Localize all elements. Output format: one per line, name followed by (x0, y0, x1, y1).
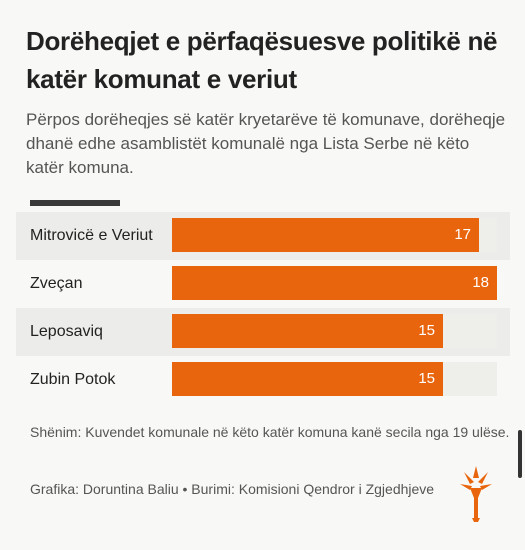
chart-credit: Grafika: Doruntina Baliu • Burimi: Komis… (30, 481, 435, 497)
title-rule (30, 200, 120, 206)
category-label: Zubin Potok (30, 371, 116, 388)
bar-row: Zubin Potok 15 (16, 356, 510, 404)
chart-note: Shënim: Kuvendet komunale në këto katër … (30, 424, 510, 440)
bar-value-label: 17 (454, 226, 471, 243)
bar-row: Leposaviq 15 (16, 308, 510, 356)
bar-chart: Mitrovicë e Veriut 17 Zveçan 18 Leposaviq 15 Z… (16, 212, 510, 412)
bar-row: Mitrovicë e Veriut 17 (16, 212, 510, 260)
category-label: Zveçan (30, 275, 83, 292)
chart-subtitle: Përpos dorëheqjes së katër kryetarëve të… (26, 110, 506, 177)
bar-value-label: 15 (418, 370, 435, 387)
scrollbar[interactable] (518, 430, 522, 478)
bar-track: 15 (172, 314, 497, 348)
bar (172, 362, 443, 396)
category-label: Leposaviq (30, 323, 103, 340)
chart-card: Dorëheqjet e përfaqësuesve politikë në k… (16, 12, 510, 542)
bar-value-label: 18 (472, 274, 489, 291)
chart-title: Dorëheqjet e përfaqësuesve politikë në k… (26, 26, 498, 94)
bar (172, 266, 497, 300)
rferl-torch-logo-icon (460, 466, 492, 522)
bar-value-label: 15 (418, 322, 435, 339)
category-label: Mitrovicë e Veriut (30, 227, 153, 244)
bar (172, 314, 443, 348)
bar-track: 17 (172, 218, 497, 252)
bar-track: 18 (172, 266, 497, 300)
bar-track: 15 (172, 362, 497, 396)
bar (172, 218, 479, 252)
bar-row: Zveçan 18 (16, 260, 510, 308)
